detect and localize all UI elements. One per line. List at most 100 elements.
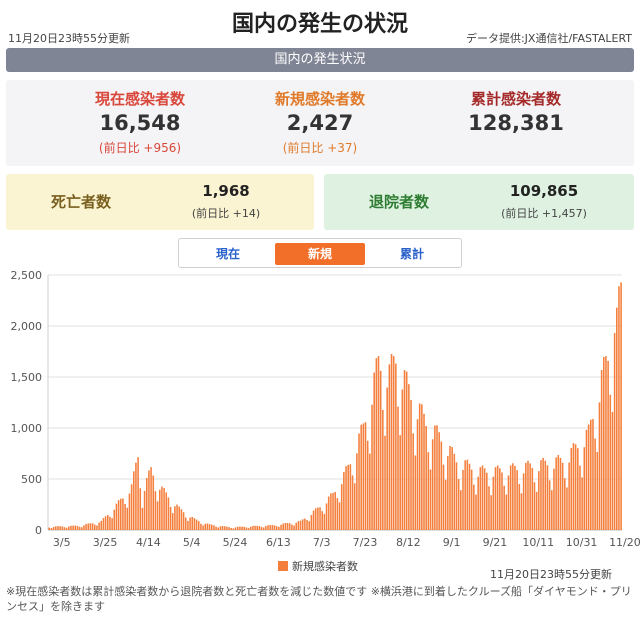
bar <box>481 465 484 530</box>
bar <box>59 526 61 530</box>
x-tick-label: 9/21 <box>483 536 508 549</box>
bar <box>364 422 367 530</box>
legend-swatch <box>278 561 288 571</box>
bar <box>323 513 326 530</box>
bar <box>535 491 538 530</box>
bar <box>377 356 380 530</box>
y-tick-label: 1,500 <box>11 371 43 384</box>
x-tick-label: 5/4 <box>183 536 201 549</box>
bar <box>369 453 371 530</box>
bar <box>113 509 116 530</box>
bar <box>48 527 51 530</box>
bar <box>161 486 163 530</box>
bar <box>260 526 263 530</box>
bar <box>249 526 252 530</box>
bar <box>416 419 419 530</box>
bar <box>395 363 397 530</box>
bar <box>418 403 421 530</box>
bar <box>358 433 360 530</box>
bar <box>197 521 200 530</box>
tab-total[interactable]: 累計 <box>399 247 424 261</box>
bar <box>590 419 592 530</box>
bar <box>96 525 98 530</box>
bar <box>373 372 375 530</box>
y-tick-label: 1,000 <box>11 422 43 435</box>
bar <box>128 493 131 530</box>
bar <box>208 524 211 530</box>
bar <box>503 485 505 530</box>
x-tick-label: 3/25 <box>93 536 118 549</box>
bar <box>451 447 453 530</box>
bar <box>466 459 469 530</box>
bar <box>295 522 297 530</box>
bar <box>61 526 64 530</box>
bar <box>360 424 362 530</box>
bar <box>148 470 150 530</box>
bar <box>600 370 603 530</box>
bar <box>399 435 401 530</box>
bar <box>104 516 107 530</box>
bar <box>349 464 352 530</box>
bar <box>115 503 118 530</box>
x-tick-label: 3/5 <box>53 536 71 549</box>
bar <box>330 493 332 530</box>
bar <box>546 465 549 530</box>
bar <box>479 467 482 530</box>
data-source: データ提供:JX通信社/FASTALERT <box>465 32 632 45</box>
tab-new[interactable]: 新規 <box>275 243 365 265</box>
bar <box>314 508 317 530</box>
bar <box>340 484 343 530</box>
bar <box>301 519 304 530</box>
bar <box>553 468 555 530</box>
bar <box>280 524 282 530</box>
bar <box>234 527 237 530</box>
bar <box>598 402 601 530</box>
discharged-diff: (前日比 +1,457) <box>501 207 587 220</box>
bar <box>111 518 113 530</box>
bar <box>343 471 345 530</box>
bar <box>100 520 103 530</box>
bar <box>566 487 568 530</box>
discharged-card: 退院者数 109,865 (前日比 +1,457) <box>324 174 634 230</box>
bar <box>455 462 458 530</box>
bar <box>564 478 566 530</box>
bar <box>156 501 159 530</box>
stat-new-value: 2,427 <box>286 111 354 135</box>
bar <box>397 406 399 530</box>
bar <box>540 460 542 530</box>
bar <box>317 507 319 530</box>
bar <box>570 447 573 530</box>
bar <box>464 460 466 530</box>
bar <box>291 524 293 530</box>
bar <box>514 465 516 530</box>
stat-total-label: 累計感染者数 <box>470 90 561 108</box>
bar <box>327 496 330 530</box>
bar <box>351 475 354 530</box>
bar <box>165 492 168 530</box>
bar <box>483 468 486 530</box>
bar <box>267 525 269 530</box>
bar <box>221 526 224 530</box>
bar <box>124 503 126 530</box>
bar <box>401 389 404 530</box>
tab-current[interactable]: 現在 <box>215 247 240 261</box>
bar <box>306 520 308 530</box>
bar <box>325 503 328 530</box>
bar <box>444 479 447 530</box>
x-tick-label: 10/11 <box>522 536 554 549</box>
bar <box>375 358 378 530</box>
bar <box>219 526 222 530</box>
bar <box>620 282 622 530</box>
bar <box>265 526 267 530</box>
bar <box>187 520 189 530</box>
bar <box>512 463 514 530</box>
bar <box>76 525 79 530</box>
bar <box>319 507 321 530</box>
bar <box>388 364 391 530</box>
bar <box>390 354 393 530</box>
bar <box>453 453 456 530</box>
bar <box>447 455 449 530</box>
bar <box>338 502 341 530</box>
bar <box>288 523 291 530</box>
bar <box>87 523 90 530</box>
